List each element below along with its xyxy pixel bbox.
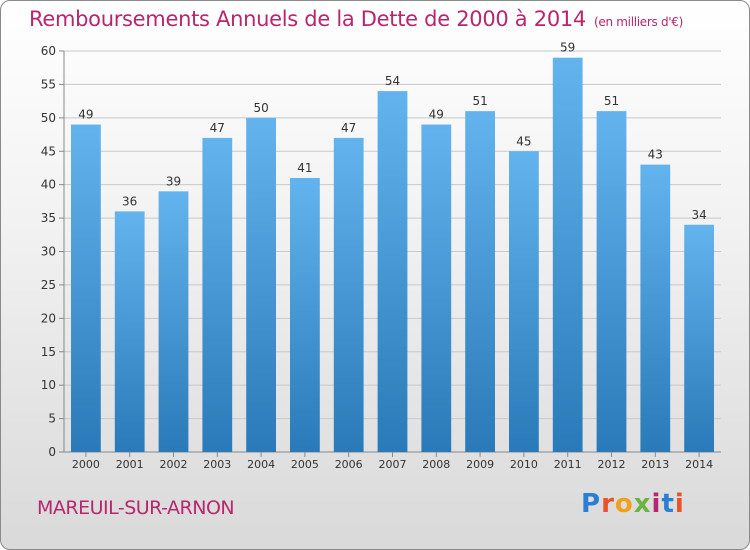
y-tick-label: 5 xyxy=(48,412,56,426)
x-tick-label-2009: 2009 xyxy=(466,458,494,471)
bar-2011 xyxy=(552,57,583,452)
data-label-2002: 39 xyxy=(166,174,181,188)
bar-2008 xyxy=(421,124,452,453)
data-label-2006: 47 xyxy=(341,121,356,135)
x-tick-label-2011: 2011 xyxy=(554,458,582,471)
chart-title-text: Remboursements Annuels de la Dette de 20… xyxy=(29,7,586,31)
axes: 0 5 10 15 20 25 30 35 40 45 50 55 60 2000 2001 2002 2003… xyxy=(41,44,721,471)
y-tick-label: 35 xyxy=(41,211,56,225)
data-label-2008: 49 xyxy=(429,108,444,122)
y-tick-label: 50 xyxy=(41,111,56,125)
bar-2005 xyxy=(290,177,320,452)
bar-2007 xyxy=(377,91,408,452)
x-tick-label-2006: 2006 xyxy=(335,458,363,471)
y-tick-label: 25 xyxy=(41,278,56,292)
data-label-2003: 47 xyxy=(210,121,225,135)
y-tick-label: 40 xyxy=(41,178,56,192)
logo-letter: x xyxy=(633,489,652,519)
y-tick-label: 60 xyxy=(41,44,56,58)
logo-letter: o xyxy=(614,489,634,519)
x-tick-label-2012: 2012 xyxy=(598,458,626,471)
city-name: MAREUIL-SUR-ARNON xyxy=(37,497,235,519)
bar-chart: 0 5 10 15 20 25 30 35 40 45 50 55 60 2000 2001 2002 2003… xyxy=(41,41,721,471)
data-label-2009: 51 xyxy=(472,94,487,108)
y-tick-label: 55 xyxy=(41,77,56,91)
x-tick-label-2014: 2014 xyxy=(685,458,713,471)
bar-2013 xyxy=(640,164,671,452)
x-tick-label-2008: 2008 xyxy=(422,458,450,471)
bars xyxy=(71,57,714,453)
bar-2006 xyxy=(333,137,364,452)
data-label-2005: 41 xyxy=(297,161,312,175)
x-tick-label-2000: 2000 xyxy=(72,458,100,471)
x-tick-label-2005: 2005 xyxy=(291,458,319,471)
y-tick-label: 10 xyxy=(41,378,56,392)
bar-2002 xyxy=(158,191,189,452)
logo-letter: P xyxy=(581,489,602,519)
bar-2010 xyxy=(509,151,539,452)
data-label-2004: 50 xyxy=(253,101,268,115)
x-tick-label-2001: 2001 xyxy=(116,458,144,471)
y-tick-label: 0 xyxy=(48,445,56,459)
y-tick-label: 45 xyxy=(41,144,56,158)
data-label-2012: 51 xyxy=(604,94,619,108)
x-tick-label-2013: 2013 xyxy=(641,458,669,471)
bar-2004 xyxy=(246,117,276,452)
data-label-2000: 49 xyxy=(78,108,93,122)
x-tick-label-2010: 2010 xyxy=(510,458,538,471)
data-labels: 49 36 39 47 50 41 47 54 49 51 45 59 51 43 34 xyxy=(78,41,706,222)
logo-letter: r xyxy=(601,489,615,519)
logo-letter: t xyxy=(661,489,675,519)
data-label-2001: 36 xyxy=(122,194,137,208)
x-tick-label-2004: 2004 xyxy=(247,458,275,471)
data-label-2013: 43 xyxy=(648,148,663,162)
bar-2014 xyxy=(684,224,714,452)
data-label-2014: 34 xyxy=(691,208,706,222)
bar-2012 xyxy=(596,111,627,453)
chart-subtitle: (en milliers d'€) xyxy=(594,15,684,29)
data-label-2010: 45 xyxy=(516,134,531,148)
y-tick-label: 15 xyxy=(41,345,56,359)
data-label-2007: 54 xyxy=(385,74,400,88)
x-tick-label-2002: 2002 xyxy=(160,458,188,471)
logo-letter: i xyxy=(674,489,685,519)
bar-2001 xyxy=(114,211,145,452)
logo-letter: i xyxy=(651,489,662,519)
data-label-2011: 59 xyxy=(560,41,575,55)
x-tick-label-2003: 2003 xyxy=(203,458,231,471)
bar-2000 xyxy=(71,124,101,453)
x-tick-label-2007: 2007 xyxy=(379,458,407,471)
y-tick-label: 30 xyxy=(41,245,56,259)
chart-title: Remboursements Annuels de la Dette de 20… xyxy=(29,7,683,31)
y-tick-label: 20 xyxy=(41,311,56,325)
bar-2003 xyxy=(202,137,233,452)
bar-2009 xyxy=(465,111,495,453)
proxiti-logo[interactable]: Proxiti xyxy=(581,489,685,519)
